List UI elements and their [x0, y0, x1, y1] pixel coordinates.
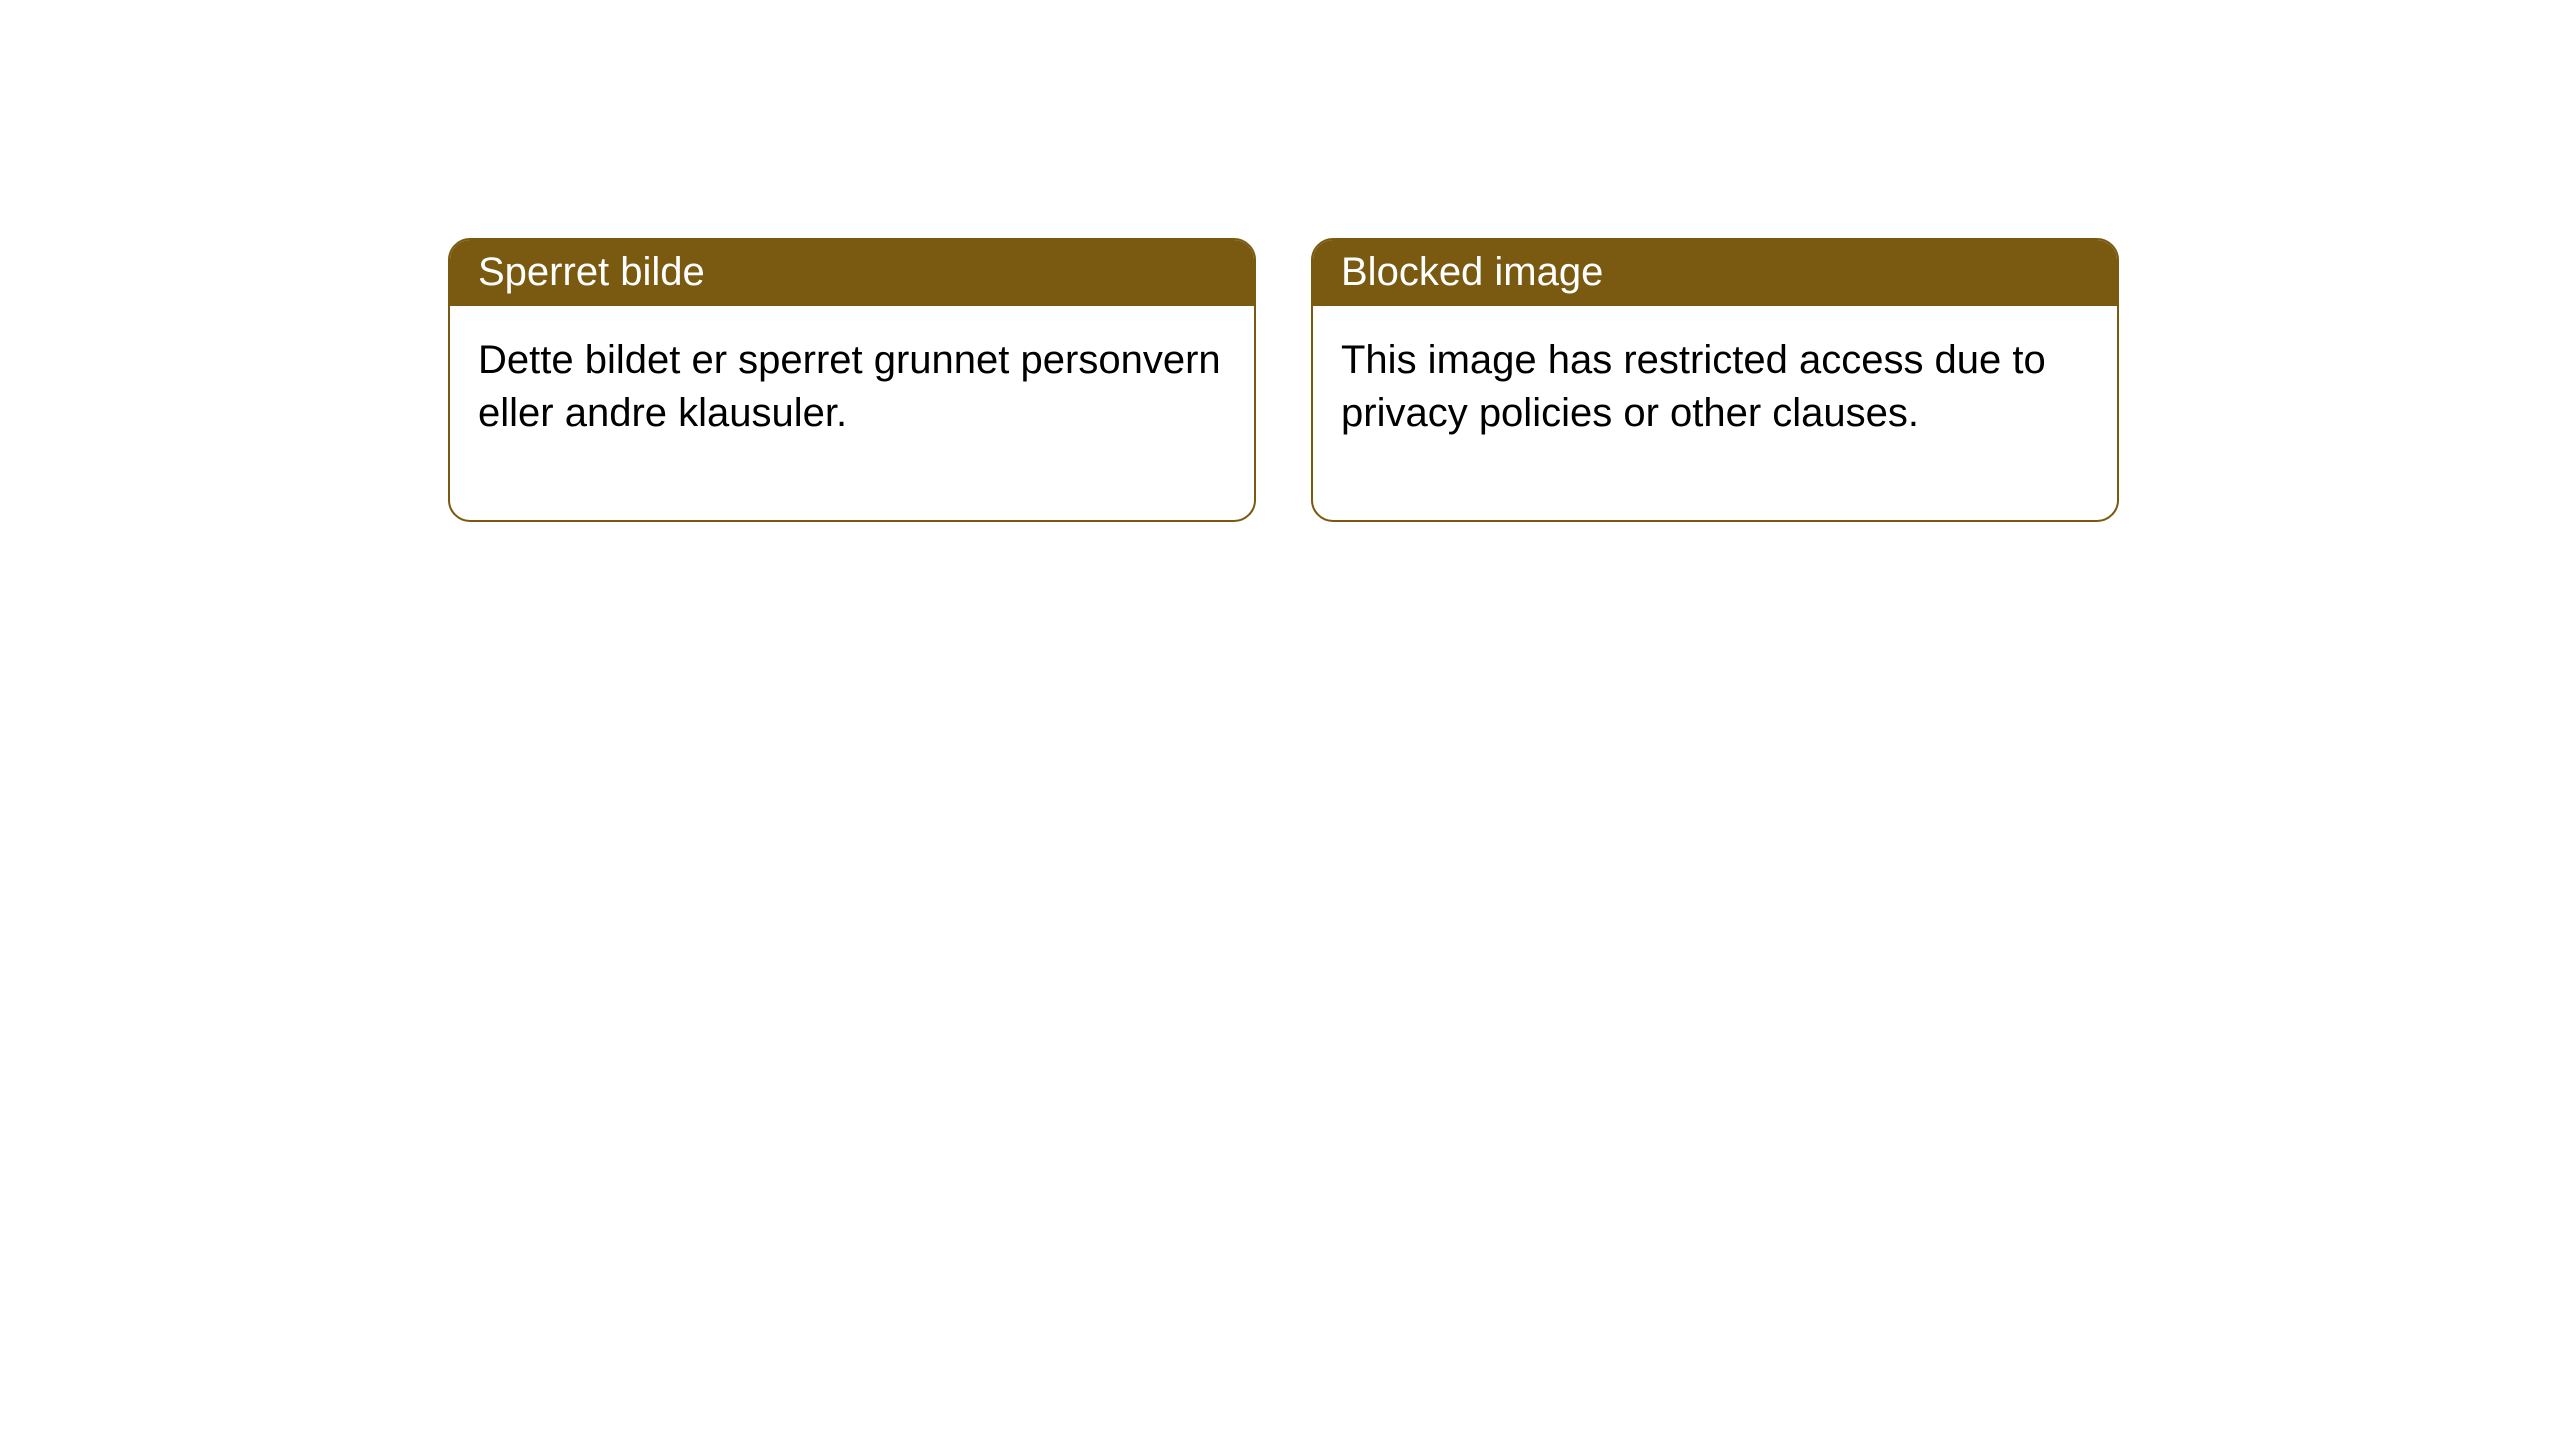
- notice-card-title: Blocked image: [1313, 240, 2117, 306]
- notice-card-title: Sperret bilde: [450, 240, 1254, 306]
- notice-card-body: Dette bildet er sperret grunnet personve…: [450, 306, 1254, 520]
- notice-card-body: This image has restricted access due to …: [1313, 306, 2117, 520]
- notice-card-english: Blocked image This image has restricted …: [1311, 238, 2119, 522]
- notice-container: Sperret bilde Dette bildet er sperret gr…: [0, 0, 2560, 522]
- notice-card-norwegian: Sperret bilde Dette bildet er sperret gr…: [448, 238, 1256, 522]
